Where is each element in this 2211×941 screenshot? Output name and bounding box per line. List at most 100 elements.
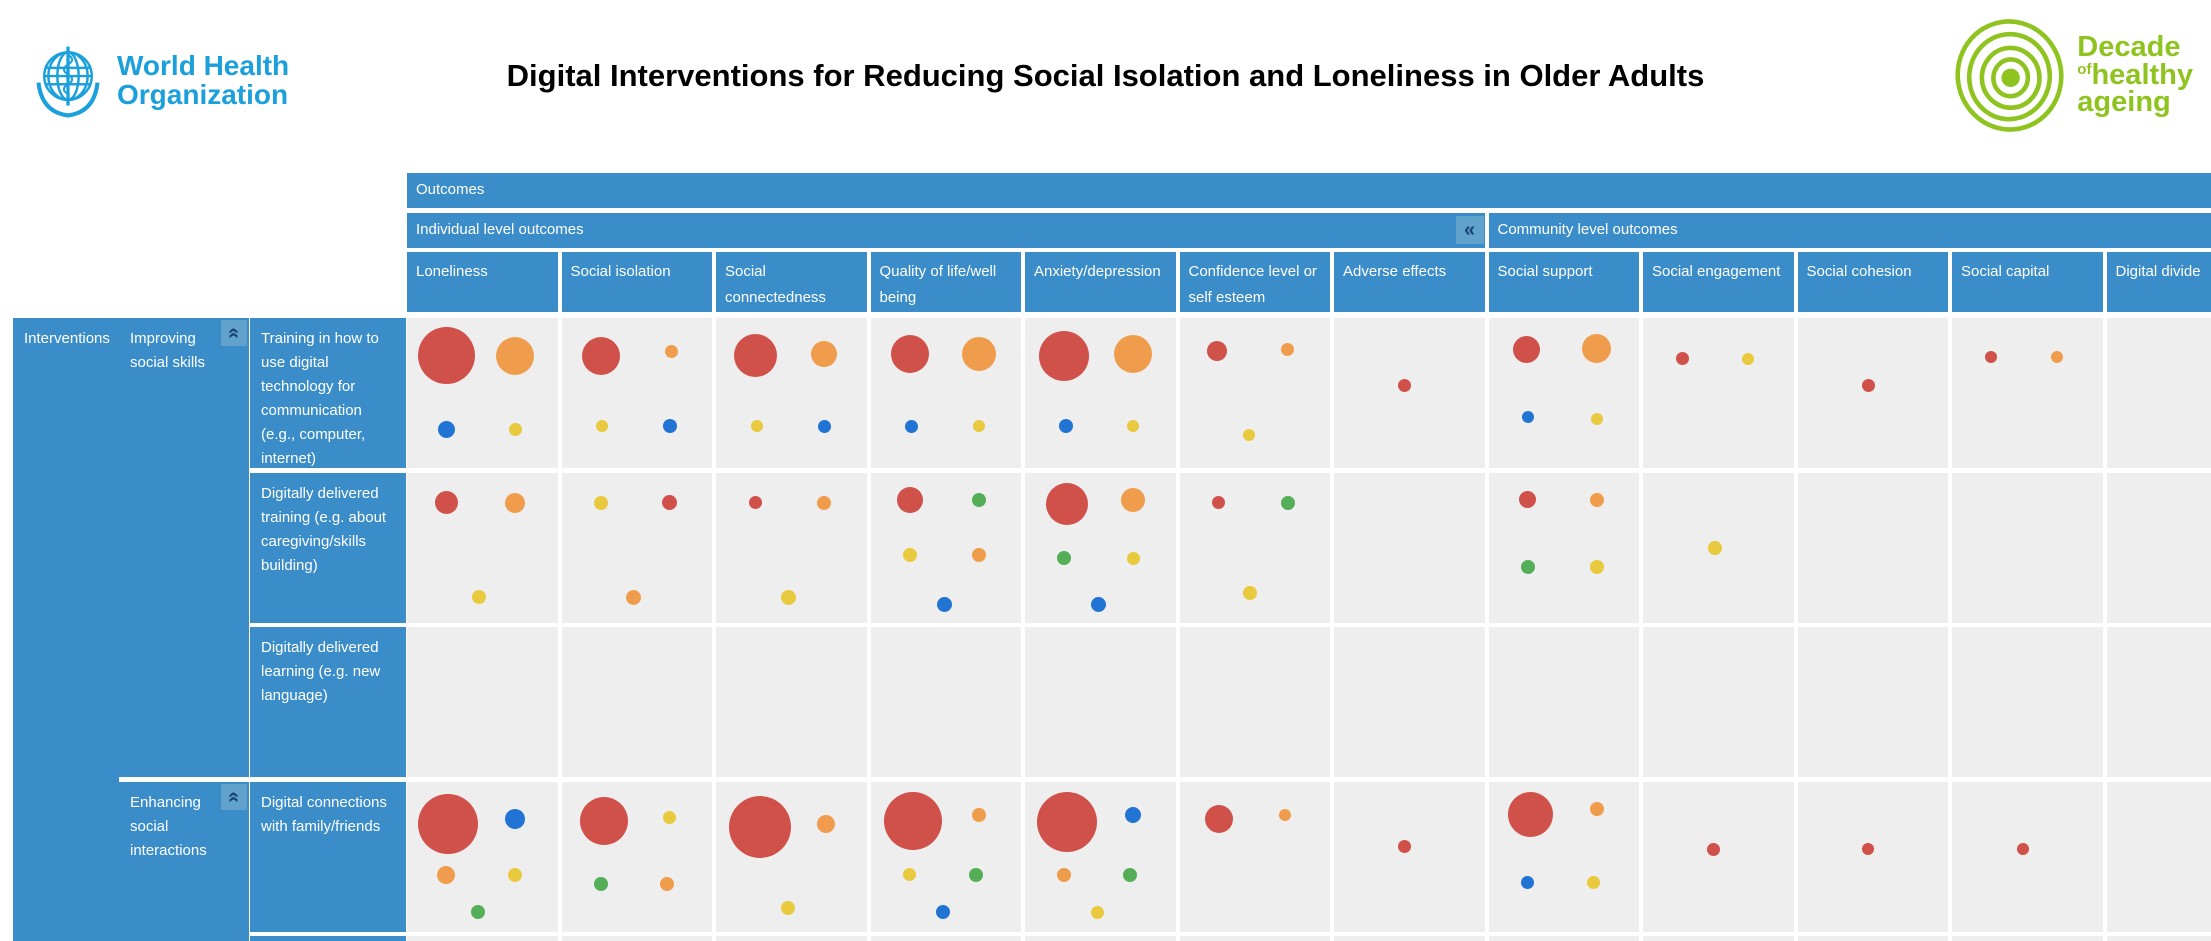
evidence-bubble-red[interactable] <box>1037 792 1098 852</box>
evidence-bubble-orange[interactable] <box>1589 492 1604 507</box>
evidence-bubble-green[interactable] <box>1057 551 1072 565</box>
evidence-bubble-yellow[interactable] <box>1243 585 1258 600</box>
evidence-bubble-red[interactable] <box>581 336 620 375</box>
evidence-bubble-orange[interactable] <box>961 337 996 371</box>
evidence-bubble-blue[interactable] <box>437 420 455 438</box>
evidence-bubble-blue[interactable] <box>935 905 950 919</box>
evidence-bubble-red[interactable] <box>1398 379 1412 392</box>
evidence-bubble-red[interactable] <box>434 491 458 514</box>
evidence-bubble-yellow[interactable] <box>508 867 523 882</box>
evidence-bubble-yellow[interactable] <box>508 422 522 436</box>
evidence-bubble-red[interactable] <box>883 791 942 850</box>
evidence-bubble-green[interactable] <box>470 905 485 919</box>
evidence-bubble-green[interactable] <box>1123 867 1138 882</box>
evidence-bubble-orange[interactable] <box>811 341 838 367</box>
evidence-bubble-yellow[interactable] <box>663 811 677 824</box>
evidence-bubble-yellow[interactable] <box>1587 875 1601 889</box>
evidence-bubble-red[interactable] <box>1212 496 1226 509</box>
matrix-cell <box>1952 627 2103 777</box>
evidence-bubble-orange[interactable] <box>1121 487 1146 512</box>
evidence-bubble-blue[interactable] <box>505 809 526 829</box>
evidence-bubble-green[interactable] <box>968 867 983 882</box>
evidence-bubble-red[interactable] <box>1519 491 1537 508</box>
evidence-bubble-red[interactable] <box>417 327 475 384</box>
evidence-bubble-blue[interactable] <box>1125 806 1142 823</box>
evidence-bubble-blue[interactable] <box>817 419 831 433</box>
evidence-bubble-red[interactable] <box>1204 805 1233 833</box>
evidence-bubble-orange[interactable] <box>664 344 678 358</box>
evidence-bubble-red[interactable] <box>1207 341 1228 361</box>
evidence-bubble-red[interactable] <box>1861 379 1875 392</box>
evidence-bubble-orange[interactable] <box>437 865 456 884</box>
evidence-bubble-orange[interactable] <box>971 548 986 562</box>
evidence-bubble-green[interactable] <box>971 492 986 507</box>
evidence-bubble-yellow[interactable] <box>1708 540 1723 555</box>
evidence-bubble-red[interactable] <box>417 793 478 854</box>
evidence-bubble-yellow[interactable] <box>781 900 796 915</box>
evidence-bubble-yellow[interactable] <box>472 590 487 604</box>
evidence-bubble-yellow[interactable] <box>1590 412 1603 425</box>
evidence-bubble-orange[interactable] <box>626 589 642 605</box>
evidence-bubble-red[interactable] <box>890 335 929 373</box>
evidence-bubble-yellow[interactable] <box>750 420 763 432</box>
evidence-bubble-red[interactable] <box>728 795 791 858</box>
evidence-bubble-red[interactable] <box>1862 843 1875 855</box>
evidence-bubble-yellow[interactable] <box>1126 551 1140 565</box>
evidence-bubble-green[interactable] <box>593 876 608 891</box>
evidence-bubble-orange[interactable] <box>1281 343 1295 356</box>
evidence-bubble-yellow[interactable] <box>596 420 609 432</box>
evidence-bubble-red[interactable] <box>1707 842 1721 856</box>
evidence-bubble-orange[interactable] <box>496 336 535 375</box>
evidence-bubble-red[interactable] <box>1508 792 1554 837</box>
evidence-bubble-blue[interactable] <box>1091 597 1107 612</box>
evidence-bubble-red[interactable] <box>1046 483 1089 525</box>
evidence-bubble-orange[interactable] <box>1114 335 1153 373</box>
evidence-bubble-yellow[interactable] <box>1742 352 1755 365</box>
evidence-bubble-orange[interactable] <box>1582 333 1612 363</box>
evidence-bubble-yellow[interactable] <box>1589 560 1604 574</box>
collapse-group-improving-button[interactable]: « <box>221 320 247 346</box>
evidence-bubble-orange[interactable] <box>505 492 526 513</box>
evidence-bubble-red[interactable] <box>1675 352 1689 365</box>
evidence-bubble-orange[interactable] <box>971 807 986 822</box>
collapse-individual-outcomes-button[interactable]: « <box>1455 216 1484 244</box>
evidence-bubble-green[interactable] <box>1520 560 1535 574</box>
matrix-cell <box>1643 472 1794 623</box>
row-label-1: Digitally delivered training (e.g. about… <box>250 472 406 623</box>
evidence-bubble-orange[interactable] <box>1057 867 1072 882</box>
evidence-bubble-red[interactable] <box>662 495 678 510</box>
evidence-bubble-orange[interactable] <box>1589 801 1604 816</box>
evidence-bubble-red[interactable] <box>733 334 777 377</box>
evidence-bubble-blue[interactable] <box>1058 419 1073 433</box>
evidence-bubble-red[interactable] <box>1039 330 1090 381</box>
evidence-bubble-red[interactable] <box>1985 351 1998 363</box>
evidence-bubble-yellow[interactable] <box>903 868 917 881</box>
evidence-bubble-orange[interactable] <box>816 814 835 833</box>
evidence-bubble-yellow[interactable] <box>1242 429 1255 441</box>
evidence-bubble-red[interactable] <box>2016 843 2029 855</box>
evidence-bubble-red[interactable] <box>579 796 628 845</box>
matrix-cell <box>1179 936 1330 941</box>
evidence-bubble-red[interactable] <box>1398 839 1412 853</box>
evidence-bubble-red[interactable] <box>896 486 923 513</box>
evidence-bubble-green[interactable] <box>1280 495 1295 510</box>
evidence-bubble-blue[interactable] <box>662 419 677 433</box>
evidence-bubble-yellow[interactable] <box>1090 905 1104 919</box>
evidence-bubble-blue[interactable] <box>936 597 952 612</box>
evidence-bubble-blue[interactable] <box>1521 875 1535 889</box>
evidence-bubble-blue[interactable] <box>904 419 918 433</box>
evidence-bubble-yellow[interactable] <box>780 589 796 605</box>
evidence-bubble-orange[interactable] <box>2051 351 2064 363</box>
evidence-bubble-yellow[interactable] <box>902 548 917 562</box>
evidence-bubble-yellow[interactable] <box>972 420 985 432</box>
evidence-bubble-blue[interactable] <box>1521 411 1534 423</box>
evidence-bubble-red[interactable] <box>1512 336 1540 363</box>
evidence-bubble-yellow[interactable] <box>593 495 608 510</box>
evidence-bubble-orange[interactable] <box>817 495 832 510</box>
evidence-bubble-red[interactable] <box>748 496 762 509</box>
matrix-cell <box>1179 627 1330 777</box>
collapse-group-enhancing-button[interactable]: « <box>221 783 247 810</box>
evidence-bubble-yellow[interactable] <box>1127 420 1140 432</box>
evidence-bubble-orange[interactable] <box>659 876 674 891</box>
evidence-bubble-orange[interactable] <box>1278 808 1291 821</box>
